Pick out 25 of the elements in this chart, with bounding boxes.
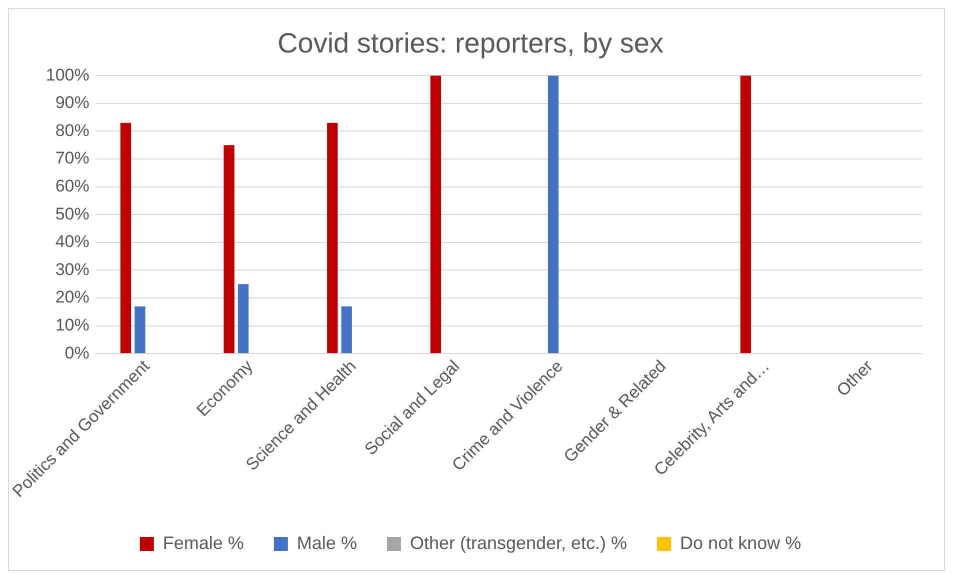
y-tick-label: 90%	[55, 93, 90, 112]
bar	[548, 76, 559, 354]
bar	[120, 122, 132, 354]
y-tick-label: 80%	[55, 120, 90, 140]
bar	[740, 76, 752, 354]
legend-label: Other (transgender, etc.) %	[410, 532, 628, 553]
chart-title: Covid stories: reporters, by sex	[278, 28, 664, 59]
bar	[238, 284, 249, 354]
y-tick-label: 70%	[55, 148, 90, 168]
y-tick-label: 100%	[46, 65, 90, 84]
y-tick-label: 0%	[64, 343, 90, 362]
bar	[327, 122, 338, 354]
legend-label: Do not know %	[680, 532, 802, 553]
bar	[134, 306, 146, 354]
bar	[224, 145, 234, 354]
y-tick-label: 20%	[55, 288, 90, 307]
y-tick-label: 60%	[55, 176, 90, 196]
y-tick-label: 40%	[55, 232, 90, 252]
y-tick-label: 50%	[55, 204, 90, 224]
legend-label: Female %	[162, 532, 244, 553]
y-tick-label: 30%	[55, 260, 90, 279]
legend-label: Male %	[296, 532, 357, 553]
bar	[341, 306, 352, 354]
y-tick-label: 10%	[55, 316, 90, 335]
bar	[430, 76, 442, 354]
